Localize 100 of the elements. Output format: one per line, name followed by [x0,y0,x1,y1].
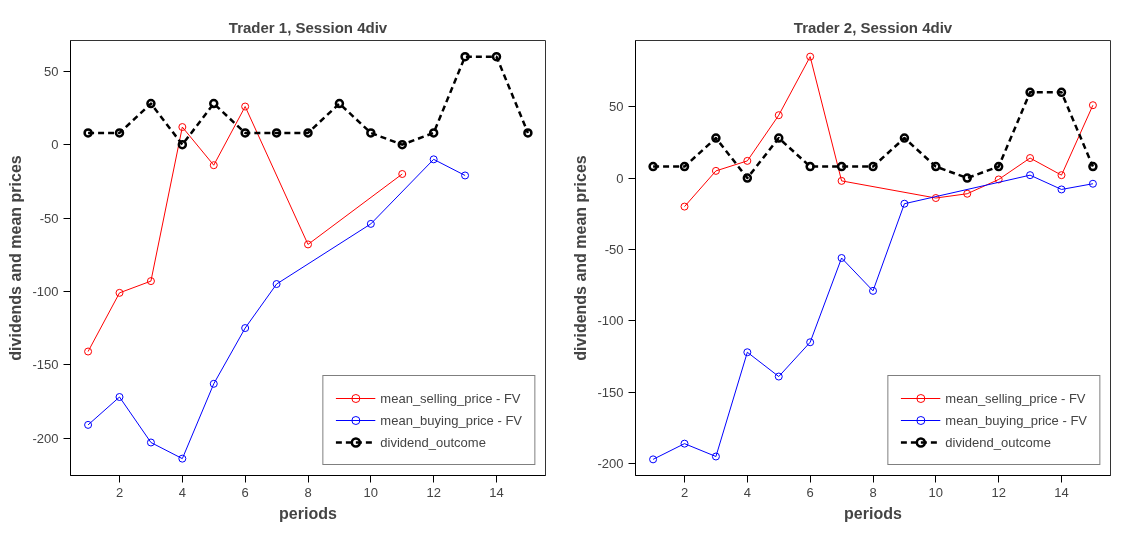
legend-label: mean_selling_price - FV [945,390,1086,406]
point [178,454,187,463]
chart-title: Trader 1, Session 4div [228,18,388,36]
point [115,288,124,297]
point [962,173,972,183]
point [648,161,658,172]
y-tick-label: -200 [32,430,59,446]
point [774,133,784,143]
point [868,161,878,172]
x-tick-label: 4 [178,484,186,500]
point [523,128,533,138]
point [460,51,470,62]
x-tick-label: 10 [363,484,379,500]
legend-label: dividend_outcome [945,434,1051,450]
point [209,161,218,170]
point [1056,87,1067,98]
y-tick-label: -50 [604,241,624,257]
point [711,166,720,175]
x-axis-title: periods [279,504,337,522]
chart-title: Trader 2, Session 4div [793,18,953,36]
point [398,170,407,178]
point [806,52,815,61]
point [869,286,877,295]
x-tick-label: 12 [991,484,1006,500]
y-axis-title: dividends and mean prices [572,155,590,361]
x-tick-label: 2 [115,484,124,500]
point [146,98,156,109]
point [711,133,721,143]
point [241,324,250,333]
point [178,123,187,132]
point [774,111,783,120]
point [837,254,846,262]
point [271,128,282,138]
point [649,455,658,464]
x-tick-label: 10 [928,484,944,500]
x-tick-label: 14 [1054,484,1069,500]
point [774,372,783,381]
y-tick-label: 0 [616,170,624,186]
point [209,98,219,109]
point [461,171,470,180]
y-tick-label: 50 [44,63,59,79]
point [806,338,815,347]
y-tick-label: -150 [597,384,624,400]
point [743,348,752,357]
x-tick-label: 8 [869,484,877,500]
point [84,420,93,429]
point [83,128,93,138]
point [680,202,689,211]
point [836,161,847,172]
point [837,176,846,185]
point [1088,179,1097,188]
point [1025,87,1035,98]
point [963,189,972,198]
y-tick-label: -200 [597,456,624,472]
y-tick-label: 0 [51,137,59,153]
y-tick-label: -100 [597,313,624,329]
point [742,173,753,183]
point [397,139,407,150]
point [1088,161,1098,172]
point [1057,185,1066,194]
point [743,156,752,165]
point [146,277,155,286]
point [680,439,689,448]
x-tick-label: 12 [426,484,441,500]
point [115,393,124,401]
x-tick-label: 6 [806,484,814,500]
point [114,128,125,138]
point [1057,171,1066,180]
point [993,161,1004,172]
x-axis-title: periods [844,504,902,522]
y-tick-label: 50 [609,99,624,115]
point [711,452,720,461]
y-tick-label: -50 [39,210,59,226]
point [366,219,375,228]
legend-label: dividend_outcome [380,434,486,450]
point [429,155,438,164]
y-tick-label: -150 [32,357,59,373]
point [994,175,1003,184]
point [177,139,188,150]
point [1088,101,1097,110]
point [366,128,376,138]
point [334,98,345,109]
point [84,347,93,356]
point [931,161,941,172]
point [428,128,439,138]
point [491,51,502,62]
point [931,194,940,203]
x-tick-label: 8 [304,484,312,500]
point [146,438,155,447]
legend-label: mean_buying_price - FV [380,412,522,428]
x-tick-label: 6 [241,484,249,500]
point [272,280,281,289]
point [240,128,250,138]
point [805,161,815,172]
point [1026,154,1035,163]
x-tick-label: 14 [489,484,504,500]
point [303,128,313,138]
point [899,133,910,143]
legend-label: mean_buying_price - FV [945,412,1087,428]
y-tick-label: -100 [32,283,59,299]
